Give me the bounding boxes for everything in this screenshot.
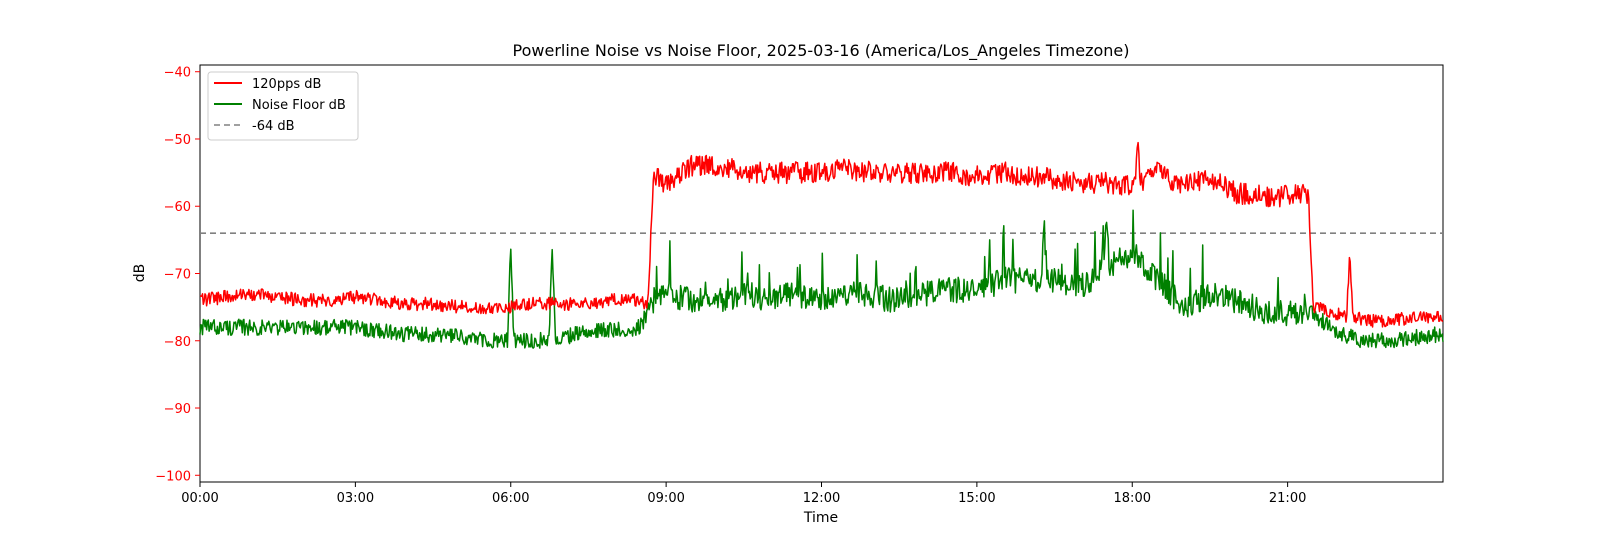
legend-label-noise: 120pps dB — [252, 77, 321, 92]
x-tick-label: 03:00 — [337, 491, 374, 506]
x-tick-label: 09:00 — [647, 491, 684, 506]
x-tick-label: 06:00 — [492, 491, 529, 506]
y-axis-label: dB — [132, 264, 148, 283]
x-tick-label: 12:00 — [803, 491, 840, 506]
y-tick-label: −70 — [164, 268, 191, 283]
legend-label-floor: Noise Floor dB — [252, 98, 346, 113]
legend-box — [207, 71, 359, 141]
chart-title: Powerline Noise vs Noise Floor, 2025-03-… — [513, 41, 1130, 61]
x-tick-label: 21:00 — [1269, 491, 1306, 506]
series-line-noise — [199, 141, 1444, 328]
y-tick-label: −40 — [164, 66, 191, 81]
y-tick-label: −60 — [164, 200, 191, 215]
y-tick-label: −80 — [164, 335, 191, 350]
x-tick-label: 00:00 — [181, 491, 218, 506]
x-tick-label: 18:00 — [1114, 491, 1151, 506]
y-tick-label: −100 — [155, 469, 191, 484]
legend: 120pps dB Noise Floor dB -64 dB — [207, 71, 359, 141]
y-tick-label: −50 — [164, 133, 191, 148]
x-axis-label: Time — [803, 510, 838, 526]
legend-label-threshold: -64 dB — [252, 119, 295, 134]
series-line-floor — [199, 209, 1444, 349]
y-tick-label: −90 — [164, 402, 191, 417]
x-tick-label: 15:00 — [958, 491, 995, 506]
